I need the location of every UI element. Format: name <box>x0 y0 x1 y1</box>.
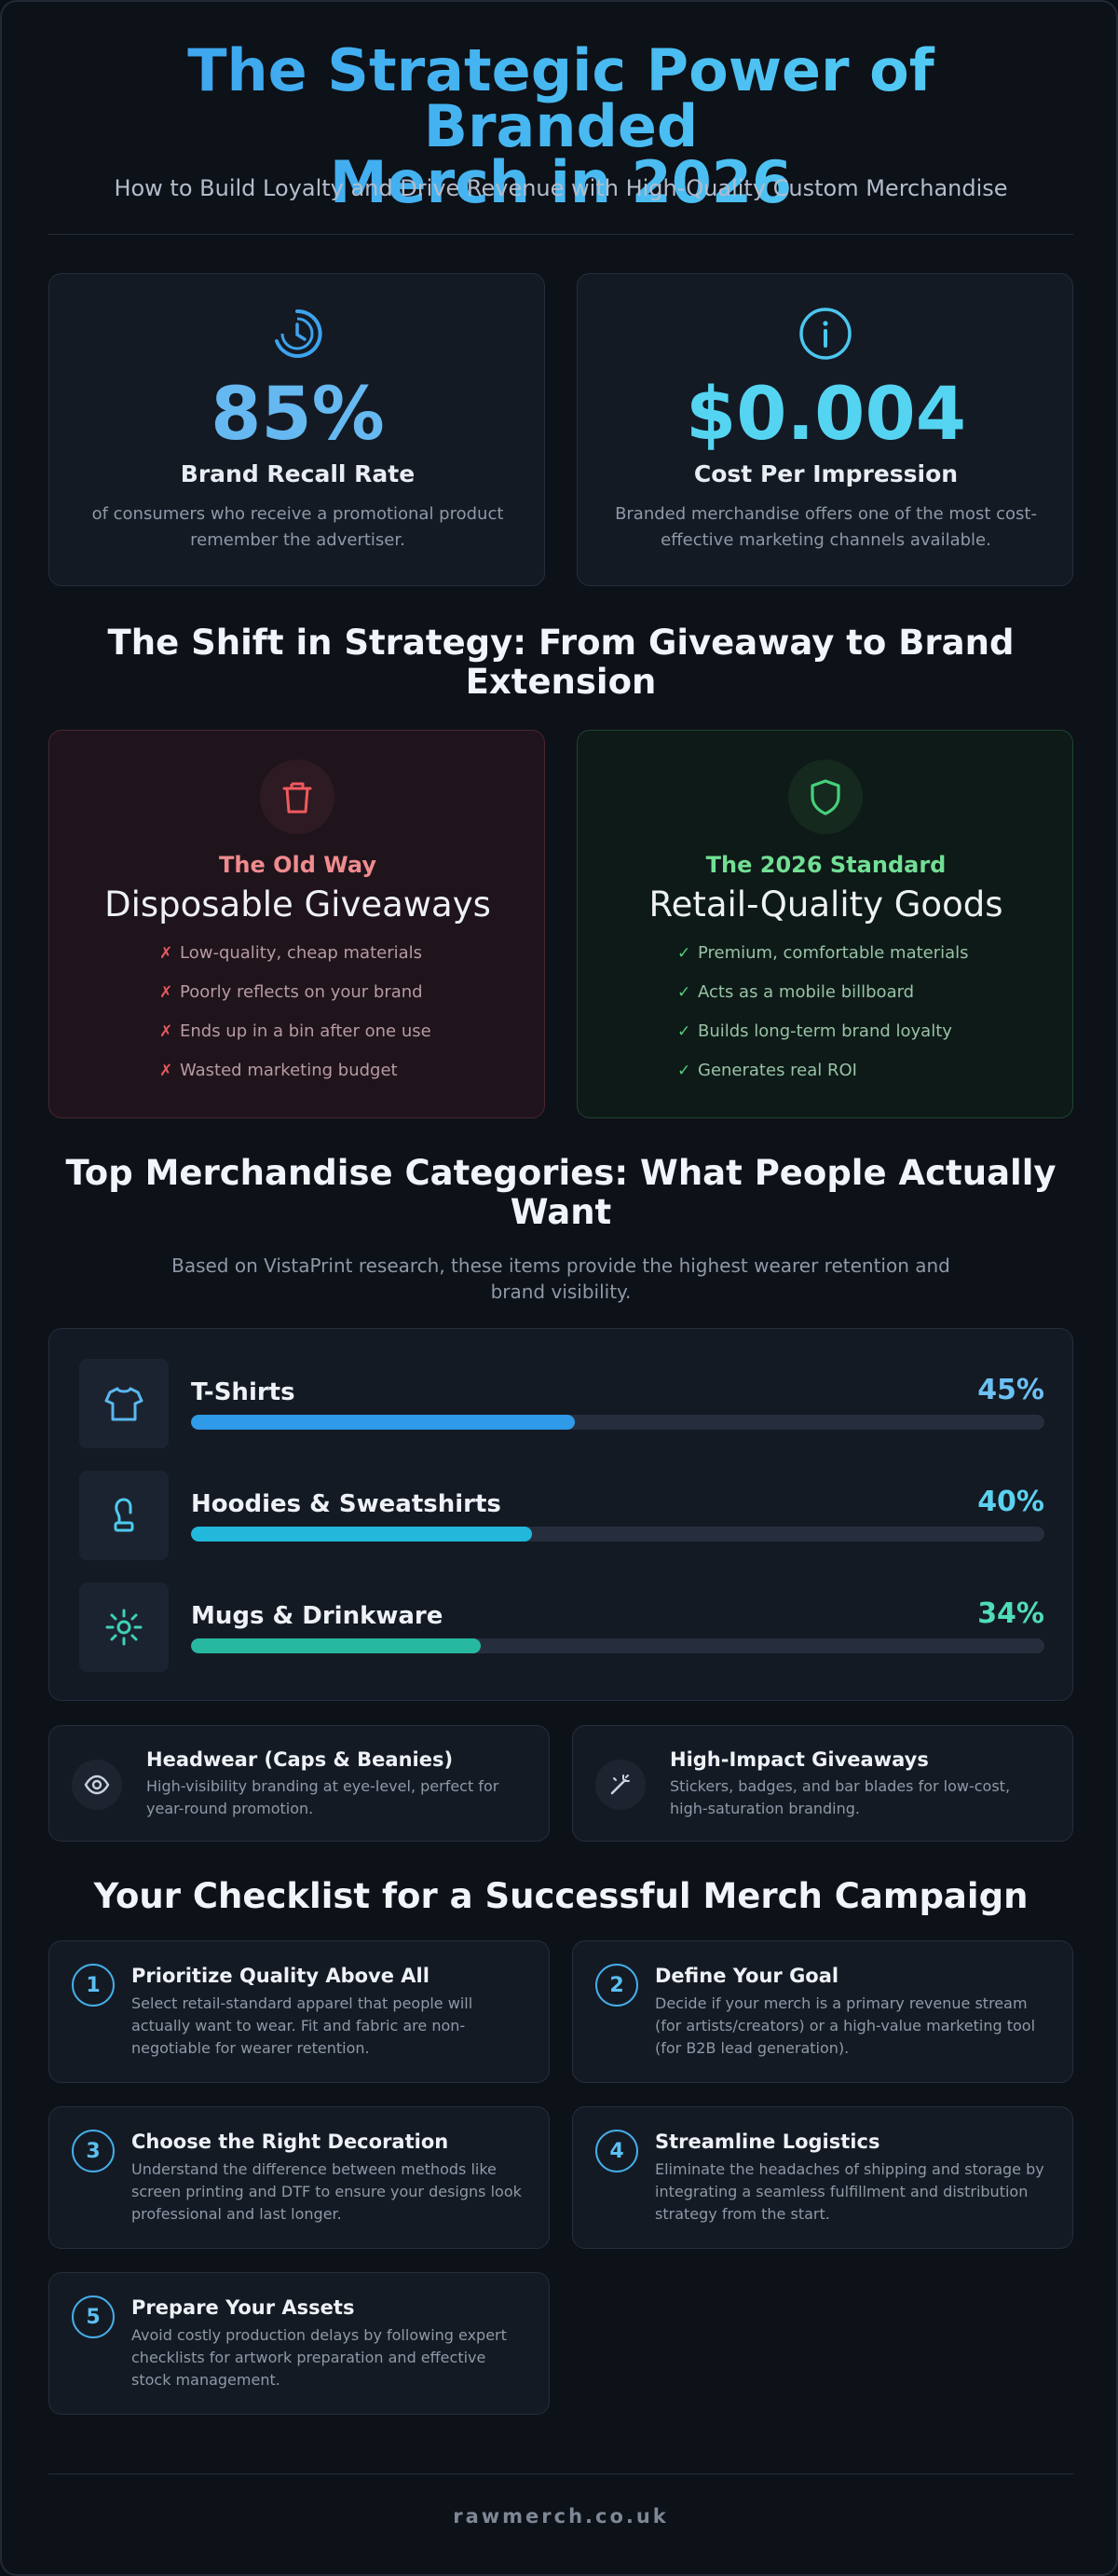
step-number: 1 <box>72 1964 115 2007</box>
old-way-card: The Old Way Disposable Giveaways ✗ Low-qu… <box>48 730 545 1118</box>
step-title: Define Your Goal <box>655 1965 839 1987</box>
category-bar-fill <box>191 1415 576 1430</box>
page-subtitle: How to Build Loyalty and Drive Revenue w… <box>114 175 1008 201</box>
step-description: Avoid costly production delays by follow… <box>131 2326 507 2389</box>
new-standard-tag: The 2026 Standard <box>705 852 947 878</box>
list-item: ✓ Acts as a mobile billboard <box>677 982 915 1002</box>
category-name: Hoodies & Sweatshirts <box>191 1490 501 1518</box>
eye-icon <box>72 1760 122 1810</box>
magic-wand-icon <box>595 1760 646 1810</box>
old-way-title: Disposable Giveaways <box>104 884 491 925</box>
checklist-step: 4 Streamline Logistics Eliminate the hea… <box>572 2106 1073 2249</box>
step-number: 2 <box>595 1964 638 2007</box>
category-percent: 34% <box>977 1597 1044 1630</box>
extra-category-desc: Stickers, badges, and bar blades for low… <box>670 1777 1011 1817</box>
hoodie-icon <box>79 1471 169 1560</box>
extra-category-title: High-Impact Giveaways <box>670 1748 929 1771</box>
stat-value: $0.004 <box>686 373 966 457</box>
step-number: 3 <box>72 2130 115 2172</box>
list-item: ✗ Poorly reflects on your brand <box>159 982 423 1002</box>
section-heading-categories: Top Merchandise Categories: What People … <box>65 1153 1057 1232</box>
checklist-step: 5 Prepare Your Assets Avoid costly produ… <box>48 2272 550 2415</box>
info-icon <box>798 306 853 362</box>
stat-label: Brand Recall Rate <box>180 460 416 487</box>
tshirt-icon <box>79 1359 169 1448</box>
category-bar-fill <box>191 1527 533 1541</box>
list-item: ✓ Generates real ROI <box>677 1061 857 1080</box>
step-title: Prioritize Quality Above All <box>131 1965 429 1987</box>
category-bar-track <box>191 1638 1044 1653</box>
old-way-tag: The Old Way <box>219 852 376 878</box>
stat-card-cost-per-impression: $0.004 Cost Per Impression Branded merch… <box>577 273 1073 586</box>
stat-card-brand-recall: 85% Brand Recall Rate of consumers who r… <box>48 273 545 586</box>
new-standard-card: The 2026 Standard Retail-Quality Goods ✓… <box>577 730 1073 1118</box>
footer-site: rawmerch.co.uk <box>453 2505 669 2528</box>
stat-description: of consumers who receive a promotional p… <box>91 504 504 550</box>
category-name: Mugs & Drinkware <box>191 1602 443 1630</box>
step-description: Understand the difference between method… <box>131 2160 522 2223</box>
footer-divider <box>48 2473 1073 2474</box>
extra-category-card: Headwear (Caps & Beanies) High-visibilit… <box>48 1725 550 1842</box>
clock-icon <box>269 306 325 362</box>
shield-icon <box>788 760 863 834</box>
extra-category-card: High-Impact Giveaways Stickers, badges, … <box>572 1725 1073 1842</box>
checklist-step: 2 Define Your Goal Decide if your merch … <box>572 1940 1073 2083</box>
title-line-1: The Strategic Power of Branded <box>187 36 934 160</box>
new-standard-list: ✓ Premium, comfortable materials ✓ Acts as… <box>677 942 969 1099</box>
step-number: 4 <box>595 2130 638 2172</box>
step-description: Eliminate the headaches of shipping and … <box>655 2160 1044 2223</box>
old-way-list: ✗ Low-quality, cheap materials ✗ Poorly re… <box>159 942 431 1099</box>
list-item: ✗ Wasted marketing budget <box>159 1061 398 1080</box>
stat-value: 85% <box>211 373 385 457</box>
step-description: Decide if your merch is a primary revenu… <box>655 1994 1036 2057</box>
step-description: Select retail-standard apparel that peop… <box>131 1994 473 2057</box>
step-title: Streamline Logistics <box>655 2131 880 2153</box>
categories-intro: Based on VistaPrint research, these item… <box>171 1254 950 1303</box>
category-percent: 45% <box>977 1374 1044 1406</box>
category-bar-fill <box>191 1638 482 1653</box>
section-heading-shift: The Shift in Strategy: From Giveaway to … <box>107 623 1015 702</box>
list-item: ✓ Builds long-term brand loyalty <box>677 1021 952 1041</box>
list-item: ✗ Low-quality, cheap materials <box>159 943 423 963</box>
step-title: Prepare Your Assets <box>131 2296 355 2319</box>
new-standard-title: Retail-Quality Goods <box>648 884 1003 925</box>
category-name: T-Shirts <box>191 1378 295 1406</box>
list-item: ✗ Ends up in a bin after one use <box>159 1021 431 1041</box>
category-bar-track <box>191 1415 1044 1430</box>
extra-category-title: Headwear (Caps & Beanies) <box>146 1748 454 1771</box>
stat-description: Branded merchandise offers one of the mo… <box>615 504 1037 550</box>
sun-icon <box>79 1583 169 1672</box>
stat-label: Cost Per Impression <box>693 460 959 487</box>
category-bars-card: T-Shirts 45% Hoodies & Sweatshirts 40% <box>48 1328 1073 1701</box>
step-title: Choose the Right Decoration <box>131 2131 449 2153</box>
category-bar-track <box>191 1527 1044 1541</box>
section-heading-checklist: Your Checklist for a Successful Merch Ca… <box>93 1876 1029 1916</box>
checklist-step: 1 Prioritize Quality Above All Select re… <box>48 1940 550 2083</box>
step-number: 5 <box>72 2295 115 2338</box>
checklist-step: 3 Choose the Right Decoration Understand… <box>48 2106 550 2249</box>
extra-category-desc: High-visibility branding at eye-level, p… <box>146 1777 499 1817</box>
trash-icon <box>260 760 334 834</box>
list-item: ✓ Premium, comfortable materials <box>677 943 969 963</box>
divider <box>48 234 1073 235</box>
category-percent: 40% <box>977 1486 1044 1518</box>
